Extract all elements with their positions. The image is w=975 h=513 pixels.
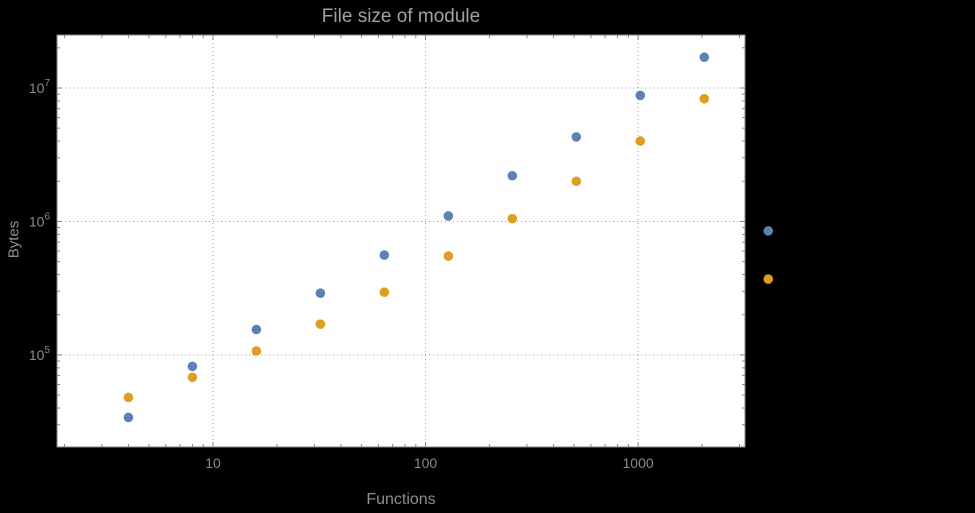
y-tick-label: 106 [29,211,51,229]
data-point-series-blue [571,132,582,142]
data-point-series-orange [635,136,646,146]
plot-frame [56,34,746,448]
data-point-series-blue [699,52,710,63]
data-point-series-orange [251,346,262,356]
data-point-series-blue [315,288,326,298]
data-point-series-blue [379,250,390,260]
data-point-series-blue [251,324,262,335]
data-point-series-orange [187,372,198,383]
data-point-series-orange [699,93,710,104]
data-point-series-orange [123,392,134,403]
data-point-series-orange [379,287,390,298]
x-axis-label: Functions [366,491,436,508]
data-point-series-orange [315,319,326,329]
y-axis-label: Bytes [5,220,23,259]
data-point-series-orange [443,251,454,261]
data-point-series-blue [507,170,518,181]
x-tick-label: 100 [414,455,438,471]
data-point-series-orange [763,274,774,284]
data-point-series-orange [507,213,518,224]
data-point-series-blue [443,211,454,221]
y-tick-label: 107 [29,78,51,96]
data-point-series-orange [571,176,582,187]
data-point-series-blue [123,412,134,423]
chart-title: File size of module [321,6,481,27]
data-point-series-blue [763,226,774,236]
plot-area [57,35,745,447]
x-tick-label: 10 [205,455,221,471]
y-tick-label: 105 [29,345,51,363]
data-point-series-blue [635,90,646,101]
x-tick-label: 1000 [623,455,654,471]
data-point-series-blue [187,361,198,372]
